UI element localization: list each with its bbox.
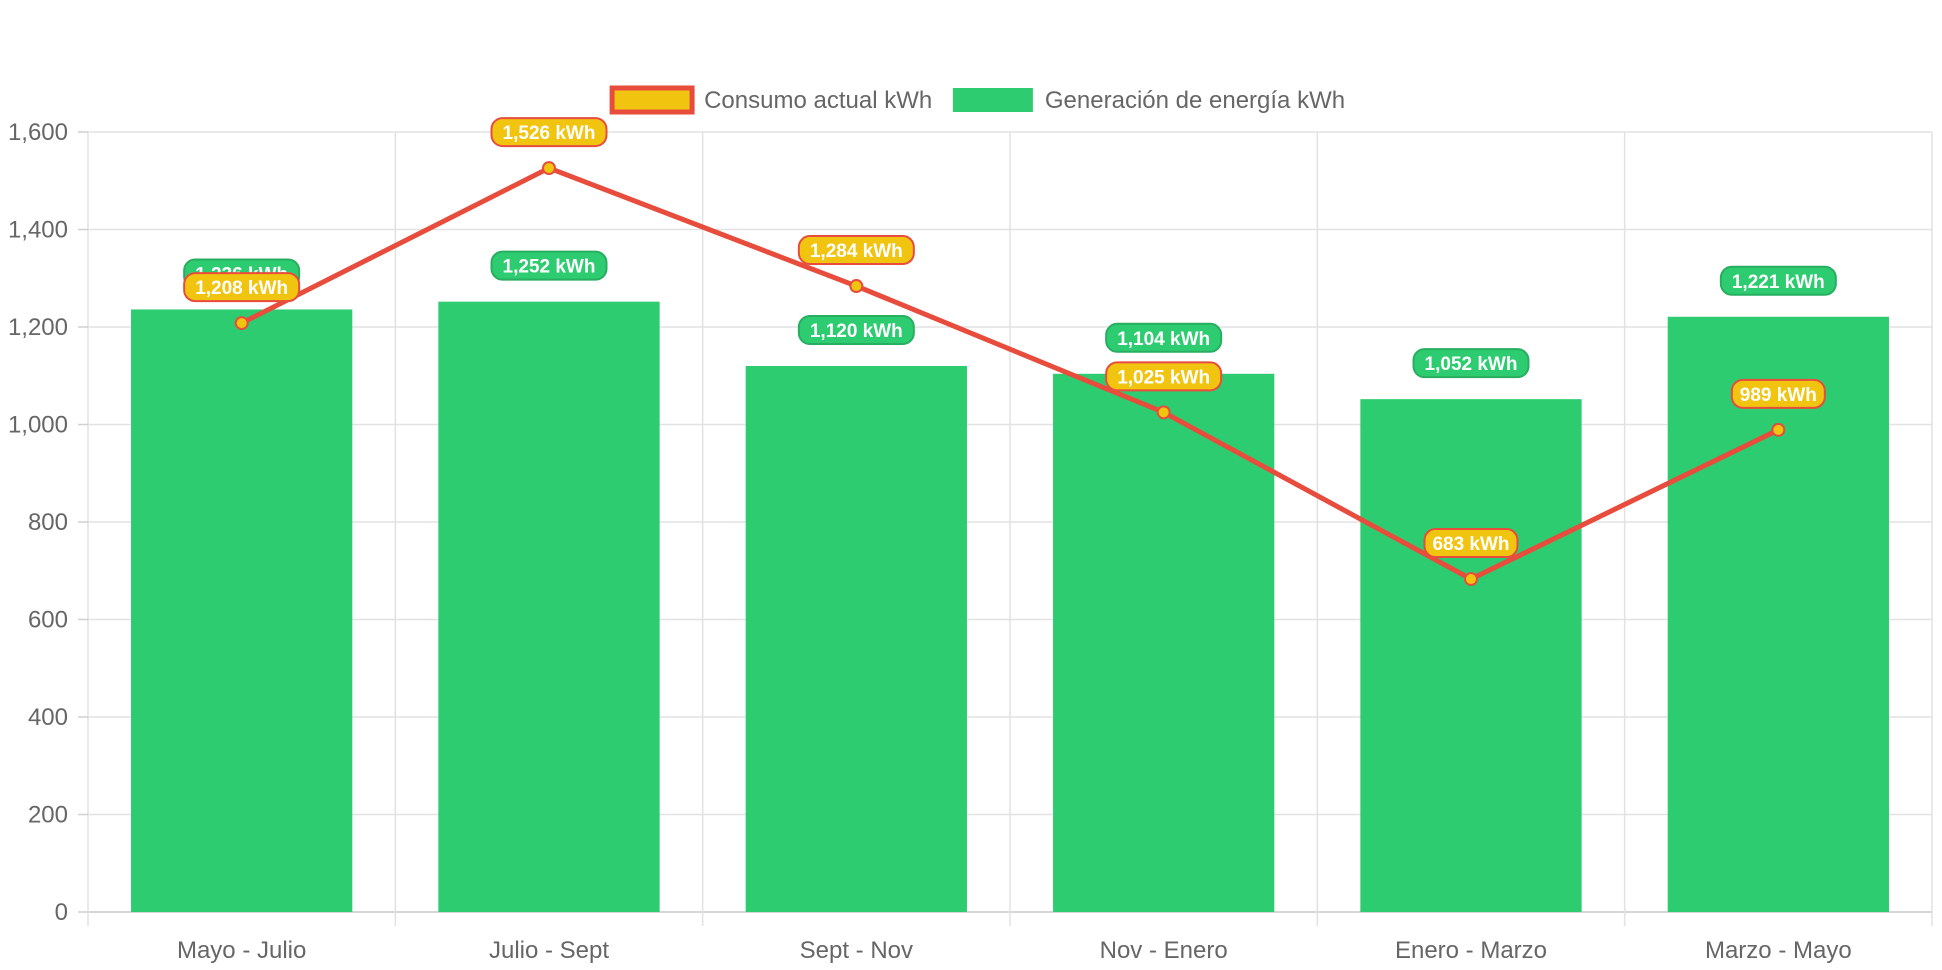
data-label-box — [1105, 322, 1223, 353]
legend-swatch — [609, 85, 695, 115]
data-label-text: 1,252 kWh — [503, 257, 596, 278]
y-tick-label: 0 — [55, 899, 68, 926]
y-tick-label: 800 — [28, 509, 68, 536]
line-point[interactable] — [849, 279, 864, 294]
data-label: 1,221 kWh — [1719, 265, 1837, 296]
data-label-text: 1,120 kWh — [810, 321, 903, 342]
data-label-box — [797, 235, 915, 266]
line-point[interactable] — [1771, 422, 1786, 437]
x-tick-label: Marzo - Mayo — [1705, 937, 1852, 964]
data-label: 1,104 kWh — [1105, 322, 1223, 353]
data-label-box — [1105, 361, 1223, 392]
legend-swatch — [952, 88, 1033, 112]
y-tick-label: 1,600 — [8, 119, 68, 146]
axes: 0 200 400 600 800 1,000 1,200 1,400 1,600 Mayo - … — [8, 119, 1852, 964]
line-path — [240, 165, 1780, 582]
y-tick-label: 200 — [28, 802, 68, 829]
data-label-text: 989 kWh — [1740, 385, 1817, 406]
data-label-text: 1,052 kWh — [1425, 354, 1518, 375]
legend-label: Consumo actual kWh — [704, 87, 932, 114]
data-label-box — [1412, 348, 1530, 379]
legend[interactable]: Consumo actual kWh Generación de energía … — [609, 85, 1345, 115]
data-label: 1,025 kWh — [1105, 361, 1223, 392]
x-tick-label: Nov - Enero — [1100, 937, 1228, 964]
line-point[interactable] — [1464, 572, 1478, 587]
data-label-box — [797, 315, 915, 345]
data-label: 989 kWh — [1730, 378, 1826, 409]
x-tick-label: Enero - Marzo — [1395, 937, 1547, 964]
legend-item[interactable]: Consumo actual kWh — [609, 85, 932, 115]
data-label-box — [1423, 528, 1519, 559]
y-tick-label: 1,000 — [8, 412, 68, 439]
legend-label: Generación de energía kWh — [1045, 87, 1345, 114]
x-tick-label: Mayo - Julio — [177, 937, 306, 964]
data-label: 683 kWh — [1423, 528, 1519, 559]
y-tick-label: 400 — [28, 704, 68, 731]
grid — [87, 131, 1933, 926]
line-series — [234, 161, 1786, 587]
data-label-box — [490, 117, 608, 148]
legend-item[interactable]: Generación de energía kWh — [952, 87, 1345, 114]
y-tick-label: 1,400 — [8, 217, 68, 244]
y-tick-label: 600 — [28, 607, 68, 634]
data-label-text: 1,104 kWh — [1117, 329, 1210, 350]
data-label: 1,526 kWh — [490, 117, 608, 148]
data-label: 1,208 kWh — [183, 272, 301, 303]
data-label-text: 1,284 kWh — [810, 241, 903, 262]
line-point[interactable] — [542, 161, 556, 176]
data-label-box — [490, 250, 608, 281]
bar[interactable] — [1053, 373, 1275, 912]
bar[interactable] — [745, 366, 967, 912]
data-label-text: 1,025 kWh — [1117, 367, 1210, 388]
data-label: 1,284 kWh — [797, 235, 915, 266]
bar[interactable] — [1360, 399, 1582, 912]
bar-series — [131, 301, 1889, 912]
data-label-text: 1,208 kWh — [195, 278, 288, 299]
line-point[interactable] — [1156, 405, 1171, 420]
y-tick-label: 1,200 — [8, 314, 68, 341]
bar[interactable] — [1667, 316, 1889, 912]
data-label-text: 1,221 kWh — [1732, 272, 1825, 293]
data-label-box — [183, 272, 301, 303]
data-label-box — [1719, 265, 1837, 296]
x-tick-label: Sept - Nov — [800, 937, 913, 964]
data-label: 1,052 kWh — [1412, 348, 1530, 379]
x-tick-label: Julio - Sept — [489, 937, 609, 964]
line-point[interactable] — [234, 316, 249, 331]
data-label-box — [1730, 378, 1826, 409]
data-label-text: 1,526 kWh — [503, 123, 596, 144]
data-label-text: 683 kWh — [1432, 534, 1509, 555]
bar[interactable] — [131, 309, 353, 912]
data-label: 1,120 kWh — [797, 315, 915, 345]
bar[interactable] — [438, 301, 660, 912]
data-label: 1,252 kWh — [490, 250, 608, 281]
